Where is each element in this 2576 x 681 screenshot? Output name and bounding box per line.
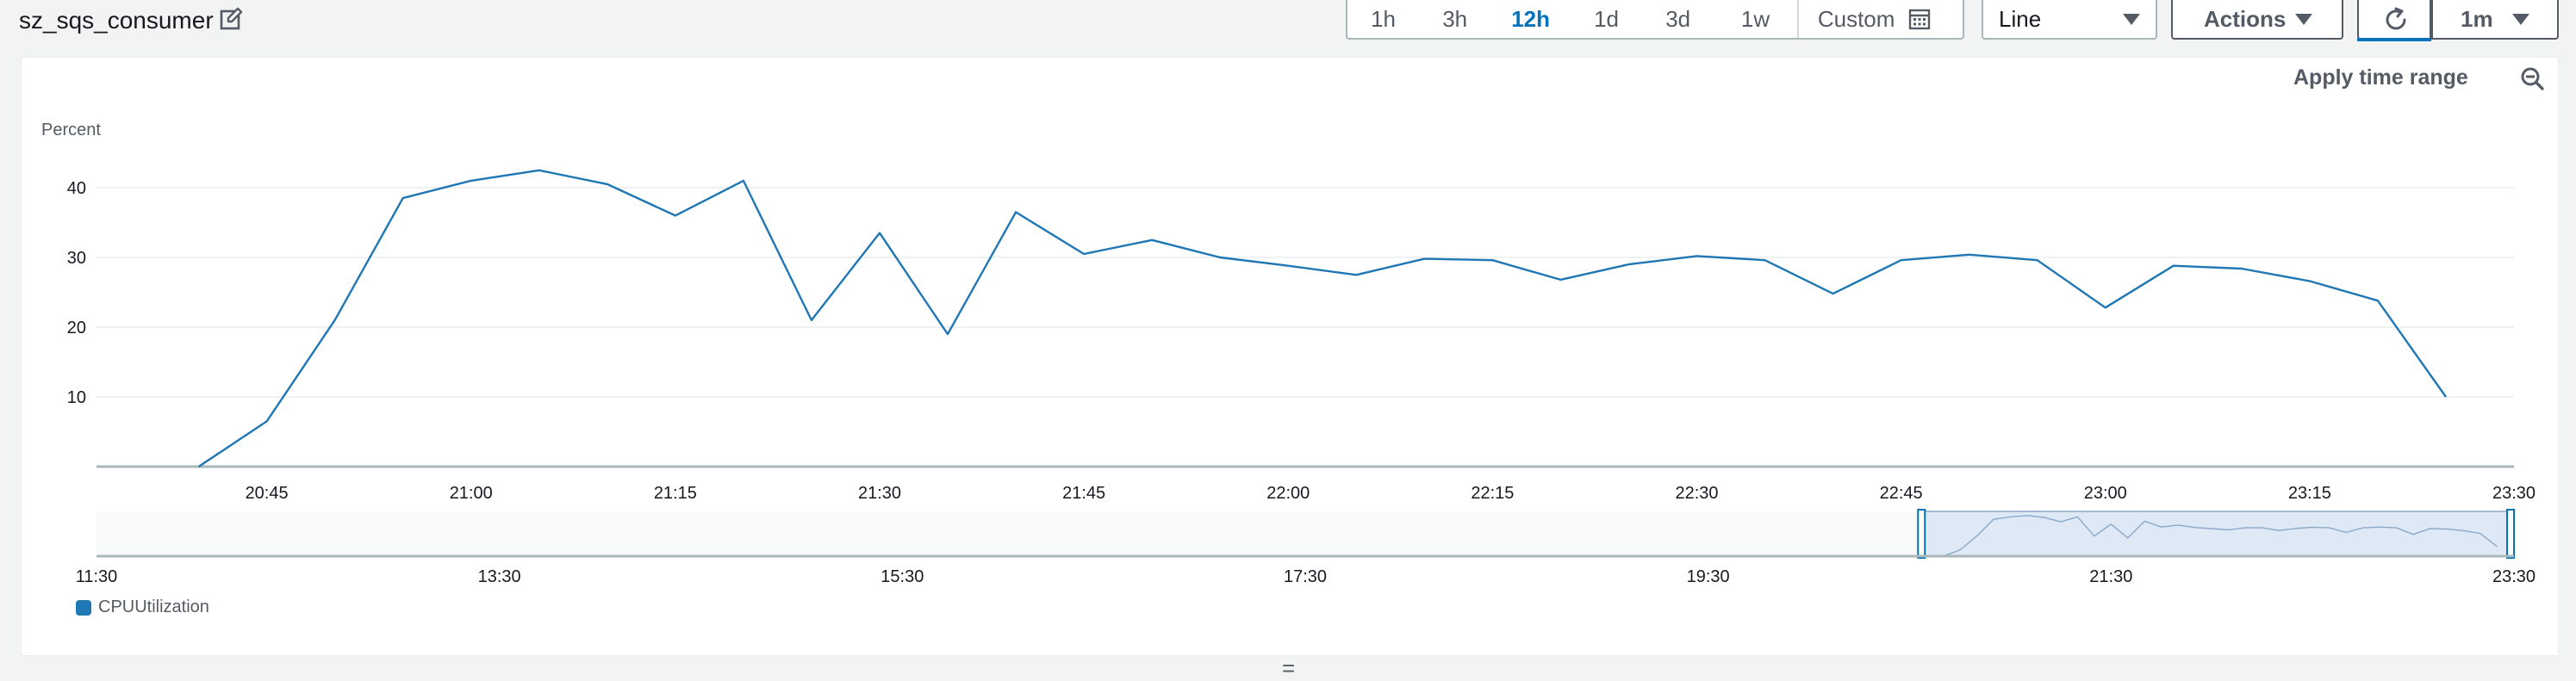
edit-title-icon[interactable] <box>219 7 243 31</box>
range-1d[interactable]: 1d <box>1594 6 1619 32</box>
apply-time-range-button[interactable]: Apply time range <box>2293 65 2468 90</box>
chart-type-value: Line <box>1999 6 2042 32</box>
x-axis-ticks: 20:45 21:00 21:15 21:30 21:45 22:00 22:15 22:30… <box>246 484 2536 503</box>
overview-selection[interactable] <box>1917 511 2515 557</box>
x-tick-label: 20:45 <box>246 484 289 503</box>
overview-handle-right[interactable] <box>2506 509 2515 559</box>
widget-header: sz_sqs_consumer 1h 3h 12h 1d 3d 1w Custo… <box>0 0 2576 50</box>
overview-brush[interactable]: 11:30 13:30 15:30 17:30 19:30 21:30 23:30 <box>76 509 2536 586</box>
chevron-down-icon <box>2512 14 2529 25</box>
zoom-out-icon[interactable] <box>2519 65 2545 91</box>
x-tick-label: 22:30 <box>1675 484 1718 503</box>
y-tick-label: 30 <box>67 249 86 268</box>
overview-tick-label: 17:30 <box>1284 567 1327 586</box>
overview-series-line <box>1943 515 2498 557</box>
overview-tick-label: 13:30 <box>478 567 521 586</box>
x-tick-label: 21:15 <box>654 484 697 503</box>
actions-label: Actions <box>2204 6 2287 32</box>
y-tick-label: 20 <box>67 319 86 337</box>
x-tick-label: 23:30 <box>2492 484 2536 503</box>
x-tick-label: 21:30 <box>858 484 901 503</box>
series-line-cpuutilization <box>197 169 2447 467</box>
range-custom-button[interactable]: Custom <box>1796 0 1963 38</box>
x-tick-label: 21:45 <box>1062 484 1105 503</box>
y-axis-ticks: 10 20 30 40 <box>67 179 86 407</box>
x-tick-label: 21:00 <box>450 484 493 503</box>
range-1h[interactable]: 1h <box>1371 6 1397 32</box>
x-tick-label: 23:00 <box>2084 484 2127 503</box>
refresh-icon <box>2386 7 2406 30</box>
actions-button[interactable]: Actions <box>2171 0 2343 40</box>
chart-type-select[interactable]: Line <box>1982 0 2157 40</box>
overview-tick-label: 19:30 <box>1687 567 1730 586</box>
legend-swatch <box>76 599 91 616</box>
overview-tick-label: 23:30 <box>2492 567 2536 586</box>
overview-tick-label: 11:30 <box>76 567 118 586</box>
overview-tick-label: 21:30 <box>2089 567 2132 586</box>
series-layer <box>197 169 2447 467</box>
range-3d[interactable]: 3d <box>1665 6 1691 32</box>
chevron-down-icon <box>2295 14 2312 25</box>
period-value: 1m <box>2461 6 2493 32</box>
legend-item[interactable]: CPUUtilization <box>76 597 209 617</box>
resize-handle-icon[interactable]: = <box>1282 655 1296 681</box>
chevron-down-icon <box>2123 14 2140 25</box>
range-12h[interactable]: 12h <box>1511 6 1550 32</box>
grid-lines <box>96 187 2514 398</box>
refresh-indicator <box>2357 38 2431 41</box>
x-tick-label: 22:00 <box>1266 484 1310 503</box>
y-tick-label: 10 <box>67 388 86 407</box>
y-axis-label: Percent <box>41 121 101 139</box>
range-3h[interactable]: 3h <box>1442 6 1468 32</box>
legend-label: CPUUtilization <box>98 597 209 616</box>
overview-tick-label: 15:30 <box>880 567 924 586</box>
time-range-selector: 1h 3h 12h 1d 3d 1w Custom <box>1346 0 1964 40</box>
calendar-icon <box>1909 9 1931 30</box>
y-tick-label: 40 <box>67 179 86 198</box>
range-1w[interactable]: 1w <box>1740 6 1770 32</box>
overview-handle-left[interactable] <box>1917 509 1926 559</box>
x-tick-label: 22:45 <box>1880 484 1923 503</box>
range-custom-label: Custom <box>1817 5 1895 32</box>
x-tick-label: 22:15 <box>1471 484 1514 503</box>
x-tick-label: 23:15 <box>2288 484 2331 503</box>
widget-title: sz_sqs_consumer <box>19 7 214 34</box>
period-select[interactable]: 1m <box>2431 0 2559 40</box>
